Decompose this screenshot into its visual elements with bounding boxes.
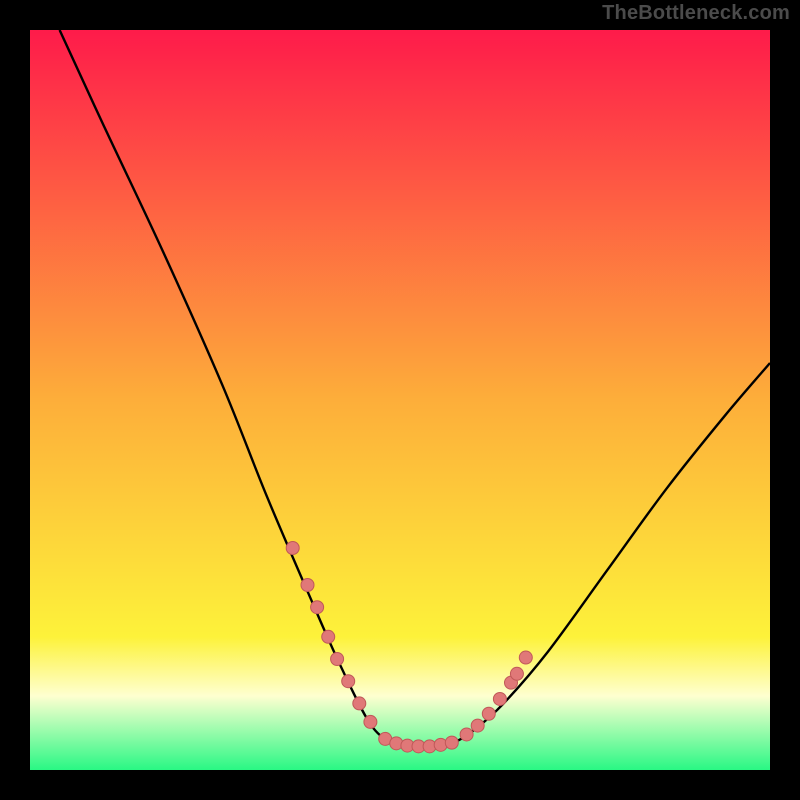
data-marker	[493, 692, 506, 705]
data-marker	[460, 728, 473, 741]
data-marker	[353, 697, 366, 710]
data-marker	[471, 719, 484, 732]
data-marker	[510, 667, 523, 680]
chart-frame: TheBottleneck.com	[0, 0, 800, 800]
data-marker	[301, 579, 314, 592]
curve-layer	[0, 0, 800, 800]
data-marker	[445, 736, 458, 749]
data-marker	[331, 653, 344, 666]
data-marker	[342, 675, 355, 688]
marker-group	[286, 542, 532, 753]
data-marker	[322, 630, 335, 643]
data-marker	[519, 651, 532, 664]
data-marker	[311, 601, 324, 614]
data-marker	[286, 542, 299, 555]
data-marker	[364, 715, 377, 728]
v-curve	[60, 30, 770, 747]
data-marker	[482, 707, 495, 720]
